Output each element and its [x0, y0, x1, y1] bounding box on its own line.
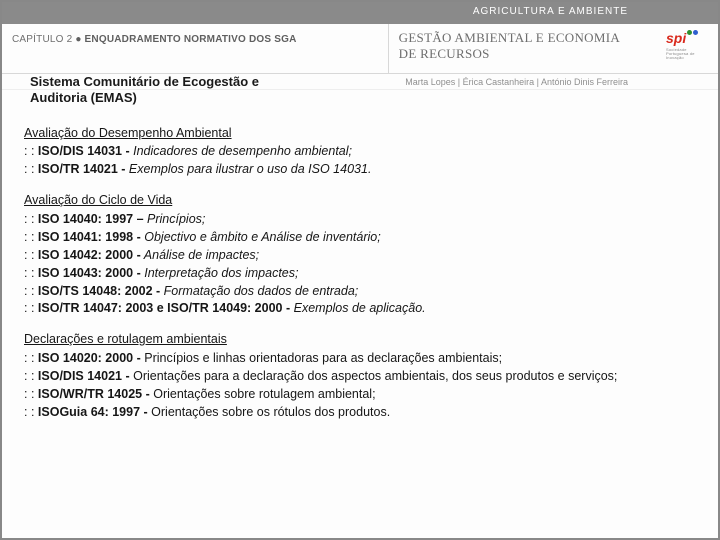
item-code: ISO/DIS 14031 - — [38, 144, 130, 158]
item-description: Formatação dos dados de entrada; — [160, 284, 358, 298]
list-item: : : ISOGuia 64: 1997 - Orientações sobre… — [24, 404, 700, 421]
list-item: : : ISO 14041: 1998 - Objectivo e âmbito… — [24, 229, 700, 246]
list-item: : : ISO/TR 14047: 2003 e ISO/TR 14049: 2… — [24, 300, 700, 317]
item-code: ISO 14041: 1998 - — [38, 230, 141, 244]
item-description: Indicadores de desempenho ambiental; — [130, 144, 352, 158]
main-title: GESTÃO AMBIENTAL E ECONOMIA DE RECURSOS … — [389, 24, 718, 73]
item-prefix: : : — [24, 144, 38, 158]
header-row: CAPÍTULO 2 ● ENQUADRAMENTO NORMATIVO DOS… — [2, 24, 718, 74]
section-title: Declarações e rotulagem ambientais — [24, 331, 700, 348]
spi-logo: spi Sociedade Portuguesa de Inovação — [666, 30, 710, 60]
chapter-label: CAPÍTULO 2 ● ENQUADRAMENTO NORMATIVO DOS… — [2, 24, 389, 73]
item-code: ISO 14040: 1997 – — [38, 212, 144, 226]
logo-subline: Sociedade Portuguesa de Inovação — [666, 48, 710, 60]
list-item: : : ISO/DIS 14031 - Indicadores de desem… — [24, 143, 700, 160]
list-item: : : ISO 14042: 2000 - Análise de impacte… — [24, 247, 700, 264]
list-item: : : ISO 14043: 2000 - Interpretação dos … — [24, 265, 700, 282]
item-description: Interpretação dos impactes; — [141, 266, 299, 280]
list-item: : : ISO 14040: 1997 – Princípios; — [24, 211, 700, 228]
item-description: Princípios; — [144, 212, 206, 226]
main-title-line1: GESTÃO AMBIENTAL E ECONOMIA — [399, 30, 712, 46]
item-code: ISO/DIS 14021 - — [38, 369, 130, 383]
logo-text: spi — [666, 30, 686, 46]
item-prefix: : : — [24, 230, 38, 244]
list-item: : : ISO/DIS 14021 - Orientações para a d… — [24, 368, 700, 385]
chapter-prefix: CAPÍTULO 2 — [12, 34, 75, 45]
list-item: : : ISO/WR/TR 14025 - Orientações sobre … — [24, 386, 700, 403]
slide-page: AGRICULTURA E AMBIENTE CAPÍTULO 2 ● ENQU… — [0, 0, 720, 540]
item-prefix: : : — [24, 162, 38, 176]
item-code: ISO 14020: 2000 - — [38, 351, 141, 365]
category-bar: AGRICULTURA E AMBIENTE — [2, 2, 718, 24]
item-prefix: : : — [24, 351, 38, 365]
item-prefix: : : — [24, 369, 38, 383]
item-description: Orientações sobre rotulagem ambiental; — [150, 387, 376, 401]
main-title-line2: DE RECURSOS — [399, 46, 712, 62]
logo-dot-blue-icon — [693, 30, 698, 35]
item-prefix: : : — [24, 212, 38, 226]
item-code: ISO/TR 14021 - — [38, 162, 126, 176]
item-prefix: : : — [24, 266, 38, 280]
item-code: ISO/TS 14048: 2002 - — [38, 284, 160, 298]
item-code: ISO/TR 14047: 2003 e ISO/TR 14049: 2000 … — [38, 301, 290, 315]
item-description: Análise de impactes; — [141, 248, 259, 262]
section: Declarações e rotulagem ambientais : : IS… — [24, 331, 700, 420]
section: Avaliação do Desempenho Ambiental: : ISO… — [24, 125, 700, 179]
list-item: : : ISO/TR 14021 - Exemplos para ilustra… — [24, 161, 700, 178]
item-prefix: : : — [24, 387, 38, 401]
item-description: Orientações sobre os rótulos dos produto… — [148, 405, 391, 419]
list-item: : : ISO/TS 14048: 2002 - Formatação dos … — [24, 283, 700, 300]
chapter-suffix: ENQUADRAMENTO NORMATIVO DOS SGA — [82, 34, 297, 45]
section-title: Avaliação do Ciclo de Vida — [24, 192, 700, 209]
item-prefix: : : — [24, 405, 38, 419]
item-description: Exemplos para ilustrar o uso da ISO 1403… — [125, 162, 371, 176]
item-code: ISO 14042: 2000 - — [38, 248, 141, 262]
section: Avaliação do Ciclo de Vida : : ISO 14040:… — [24, 192, 700, 317]
item-description: Orientações para a declaração dos aspect… — [130, 369, 618, 383]
section-title: Avaliação do Desempenho Ambiental — [24, 125, 700, 142]
item-description: Exemplos de aplicação. — [290, 301, 426, 315]
item-prefix: : : — [24, 284, 38, 298]
item-description: Princípios e linhas orientadoras para as… — [141, 351, 502, 365]
item-description: Objectivo e âmbito e Análise de inventár… — [141, 230, 381, 244]
item-code: ISO/WR/TR 14025 - — [38, 387, 150, 401]
item-code: ISOGuia 64: 1997 - — [38, 405, 148, 419]
subtitle-line2: Auditoria (EMAS) — [30, 90, 718, 106]
item-prefix: : : — [24, 301, 38, 315]
content-body: Avaliação do Desempenho Ambiental: : ISO… — [2, 115, 718, 445]
item-code: ISO 14043: 2000 - — [38, 266, 141, 280]
item-prefix: : : — [24, 248, 38, 262]
logo-dot-green-icon — [687, 30, 692, 35]
list-item: : : ISO 14020: 2000 - Princípios e linha… — [24, 350, 700, 367]
